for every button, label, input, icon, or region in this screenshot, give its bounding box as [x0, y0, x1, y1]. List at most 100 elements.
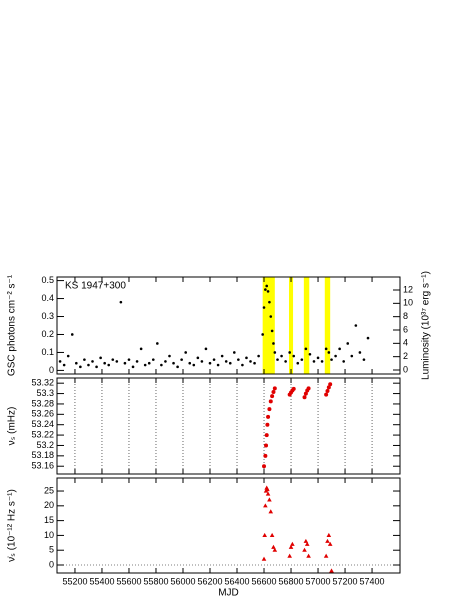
- marker: [103, 361, 106, 365]
- marker: [269, 315, 273, 318]
- panel-frame: [56, 477, 401, 574]
- x-tick-label: 56000: [170, 576, 195, 586]
- marker: [262, 532, 267, 538]
- marker: [164, 360, 167, 363]
- marker: [151, 358, 155, 361]
- marker: [58, 360, 62, 363]
- marker: [200, 360, 204, 363]
- marker: [302, 547, 307, 552]
- marker: [233, 351, 236, 354]
- marker: [265, 422, 270, 427]
- marker: [70, 333, 74, 336]
- marker: [261, 556, 267, 561]
- y-tick-label: 0.1: [41, 347, 54, 357]
- marker: [325, 388, 330, 393]
- marker: [267, 407, 272, 412]
- x-tick-label: 56200: [197, 576, 222, 586]
- marker: [192, 363, 196, 367]
- marker: [220, 354, 224, 358]
- y-tick-label: 15: [44, 515, 54, 525]
- marker: [119, 300, 123, 304]
- marker: [265, 491, 271, 496]
- marker: [265, 487, 270, 492]
- y-tick-label: 53.26: [31, 409, 54, 419]
- y-tick-label: 10: [44, 530, 54, 540]
- y-tick-label: 25: [44, 485, 54, 495]
- marker: [172, 361, 175, 365]
- y2-tick-label: 4: [403, 338, 408, 348]
- marker: [334, 354, 337, 358]
- y-tick-label: 0.2: [41, 329, 54, 339]
- marker: [303, 391, 308, 396]
- y2-tick-label: 10: [403, 298, 413, 308]
- x-tick-label: 55600: [116, 576, 141, 586]
- y2-axis-label: Luminosity (10³⁷ erg s⁻¹): [421, 271, 432, 380]
- marker: [264, 288, 267, 291]
- marker: [300, 358, 304, 361]
- marker: [176, 365, 179, 369]
- y2-tick-label: 6: [403, 324, 408, 334]
- marker: [304, 541, 310, 546]
- y-tick-label: 0: [49, 365, 54, 375]
- marker: [263, 453, 268, 458]
- marker: [83, 358, 86, 361]
- y2-tick-label: 0: [403, 364, 408, 374]
- highlight-band: [303, 277, 310, 374]
- marker: [131, 365, 135, 369]
- y-tick-label: 53.3: [36, 388, 54, 398]
- marker: [263, 503, 268, 508]
- y-tick-label: 0: [49, 559, 54, 569]
- marker: [324, 347, 328, 351]
- marker: [326, 385, 331, 390]
- x-axis-label: MJD: [218, 588, 239, 599]
- marker: [316, 356, 320, 360]
- marker: [228, 361, 232, 365]
- marker: [212, 358, 216, 361]
- marker: [304, 347, 308, 351]
- marker: [135, 360, 139, 363]
- marker: [99, 356, 102, 360]
- marker: [327, 541, 333, 546]
- marker: [139, 347, 143, 351]
- y-tick-label: 53.2: [36, 440, 54, 450]
- marker: [273, 351, 277, 354]
- marker: [324, 392, 329, 397]
- x-tick-label: 55400: [89, 576, 114, 586]
- marker: [87, 363, 90, 367]
- marker: [362, 358, 366, 361]
- marker: [268, 509, 274, 514]
- marker: [270, 394, 275, 399]
- marker: [216, 363, 220, 367]
- marker: [95, 365, 98, 369]
- marker: [306, 553, 311, 558]
- y-tick-label: 0.3: [41, 311, 54, 321]
- y-tick-label: 20: [44, 500, 54, 510]
- marker: [327, 351, 331, 354]
- y2-tick-label: 2: [403, 351, 408, 361]
- x-tick-label: 55200: [62, 576, 87, 586]
- marker: [272, 386, 277, 391]
- marker: [237, 358, 240, 361]
- y-tick-label: 53.28: [31, 398, 54, 408]
- marker: [291, 386, 296, 391]
- marker: [245, 356, 248, 360]
- marker: [320, 360, 324, 363]
- y-tick-label: 53.22: [31, 429, 54, 439]
- marker: [267, 497, 272, 502]
- marker: [303, 538, 309, 543]
- y-axis-label: ν̇ₛ (10⁻¹² Hz s⁻¹): [7, 489, 18, 562]
- x-tick-label: 55800: [143, 576, 168, 586]
- marker: [115, 360, 119, 363]
- marker: [160, 363, 163, 367]
- marker: [156, 342, 159, 345]
- marker: [308, 352, 312, 356]
- y-tick-label: 53.16: [31, 461, 54, 471]
- marker: [265, 284, 269, 288]
- y2-tick-label: 12: [403, 284, 413, 294]
- panel-frame: [56, 377, 401, 475]
- marker: [143, 363, 147, 367]
- y-tick-label: 53.32: [31, 378, 54, 388]
- y-tick-label: 5: [49, 545, 54, 555]
- marker: [328, 382, 333, 387]
- y-axis-label: νₛ (mHz): [7, 407, 18, 446]
